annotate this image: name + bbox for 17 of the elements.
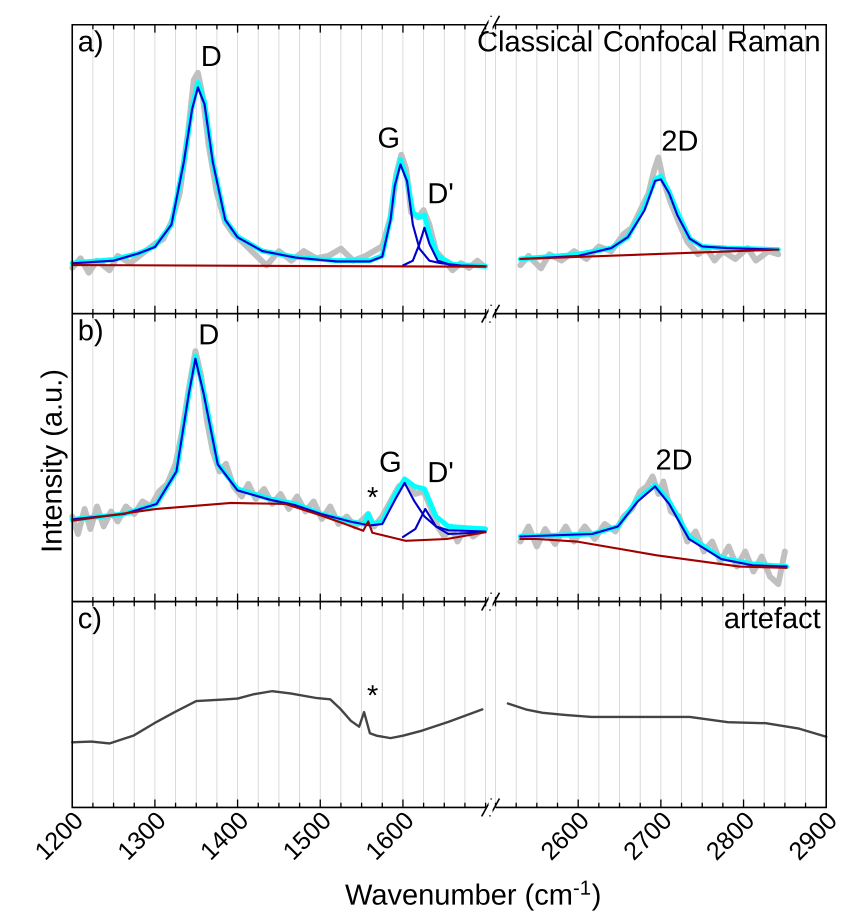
annotation: 2D [662,130,697,151]
annotation: G [380,451,400,472]
x-axis-title: Wavenumber (cm$^{-1}$) [345,880,600,911]
annotation: D [203,46,220,66]
y-axis-title: Intensity (a.u.) [40,370,68,550]
annotation: * [367,487,378,498]
text: Classical Confocal Raman [478,30,819,52]
text: b) [80,319,102,346]
annotation: D' [430,183,452,204]
annotation: G [378,127,398,148]
annotation: D' [430,462,452,482]
annotation: * [367,685,378,696]
annotation: 2D [656,449,692,470]
text: c) [79,607,100,634]
text: a) [79,30,102,58]
text: artefact [725,607,820,628]
annotation: D [200,324,218,344]
